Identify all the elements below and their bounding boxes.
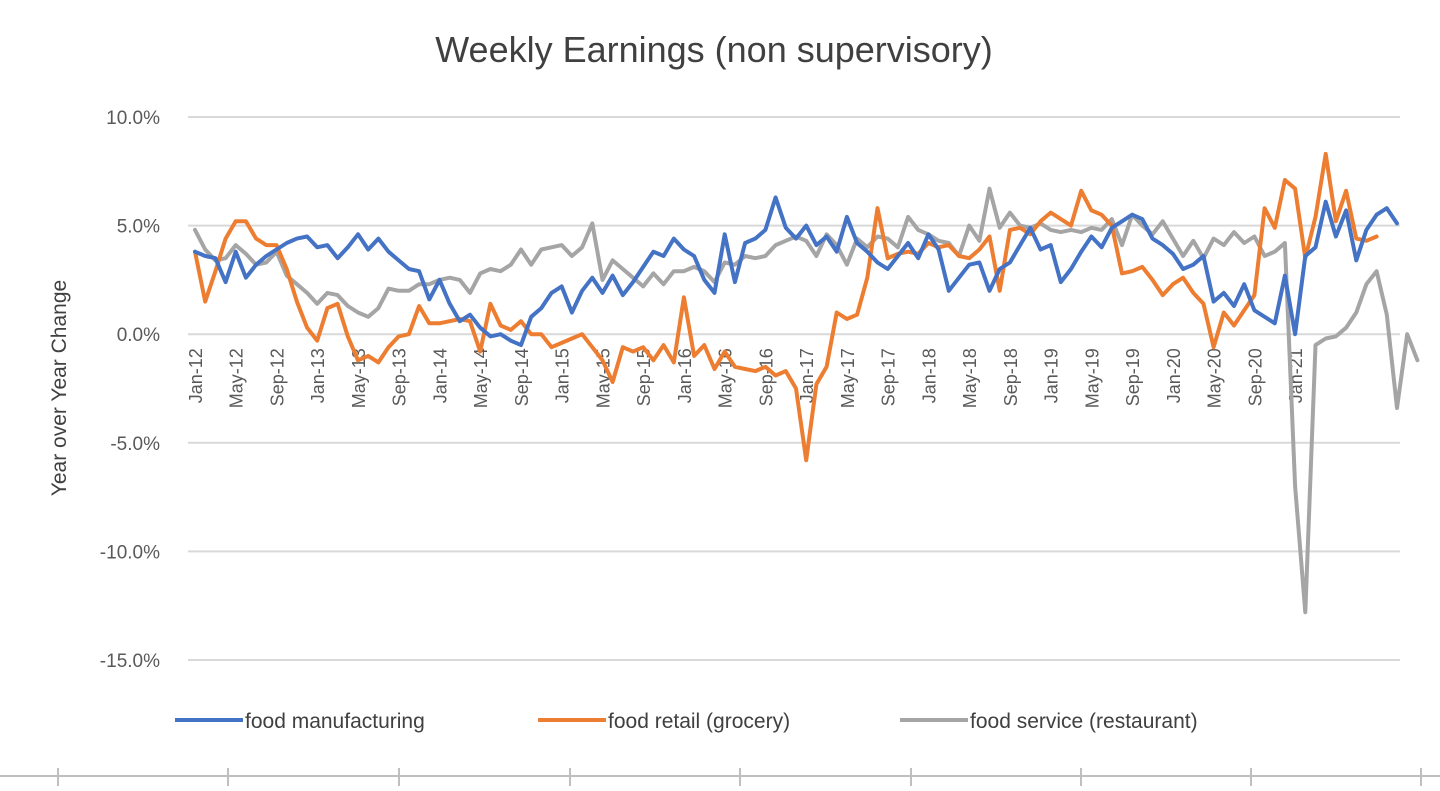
x-tick-label: Jan-15 [553, 348, 573, 403]
y-tick-label: 0.0% [117, 325, 160, 346]
x-tick-label: Sep-12 [267, 348, 287, 406]
legend: food manufacturing food retail (grocery) f… [175, 710, 1198, 733]
x-tick-label: Jan-20 [1164, 348, 1184, 403]
y-tick-label: 5.0% [117, 217, 160, 238]
x-tick-label: Sep-17 [879, 348, 899, 406]
y-tick-label: -10.0% [100, 542, 160, 563]
x-tick-label: Jan-12 [186, 348, 206, 403]
x-tick-label: Jan-14 [430, 348, 450, 403]
x-tick-label: Sep-20 [1245, 348, 1265, 406]
x-tick-label: May-19 [1082, 348, 1102, 408]
y-axis-title: Year over Year Change [48, 280, 71, 496]
series-lines [193, 151, 1420, 615]
legend-label: food retail (grocery) [608, 710, 790, 733]
x-tick-label: Sep-18 [1001, 348, 1021, 406]
x-tick-label: May-15 [593, 348, 613, 408]
x-tick-label: May-16 [716, 348, 736, 408]
x-tick-label: Sep-19 [1123, 348, 1143, 406]
x-tick-label: Sep-15 [634, 348, 654, 406]
series-line-2 [193, 186, 1420, 615]
x-tick-label: Sep-14 [512, 348, 532, 406]
x-tick-label: May-20 [1205, 348, 1225, 408]
x-tick-label: Sep-16 [756, 348, 776, 406]
x-tick-label: May-12 [227, 348, 247, 408]
x-tick-label: Jan-17 [797, 348, 817, 403]
series-line-1 [193, 151, 1379, 463]
legend-label: food manufacturing [245, 710, 425, 733]
series-line-0 [193, 195, 1399, 348]
legend-label: food service (restaurant) [970, 710, 1198, 733]
y-tick-label: -15.0% [100, 651, 160, 672]
x-tick-label: May-14 [471, 348, 491, 408]
x-tick-label: Jan-18 [919, 348, 939, 403]
x-tick-label: Jan-19 [1042, 348, 1062, 403]
x-tick-label: Jan-16 [675, 348, 695, 403]
y-tick-label: -5.0% [110, 434, 160, 455]
x-tick-label: Sep-13 [390, 348, 410, 406]
chart-frame-bottom [0, 768, 1440, 786]
y-tick-label: 10.0% [106, 108, 160, 129]
y-axis-ticks: 10.0% 5.0% 0.0% -5.0% -10.0% -15.0% [100, 108, 160, 672]
x-axis-ticks: Jan-12 May-12 Sep-12 Jan-13 May-13 Sep-13 Jan-… [186, 348, 1306, 408]
x-tick-label: Jan-13 [308, 348, 328, 403]
x-tick-label: May-13 [349, 348, 369, 408]
gridlines [188, 116, 1400, 661]
x-tick-label: May-18 [960, 348, 980, 408]
chart-title: Weekly Earnings (non supervisory) [435, 29, 993, 70]
x-tick-label: May-17 [838, 348, 858, 408]
